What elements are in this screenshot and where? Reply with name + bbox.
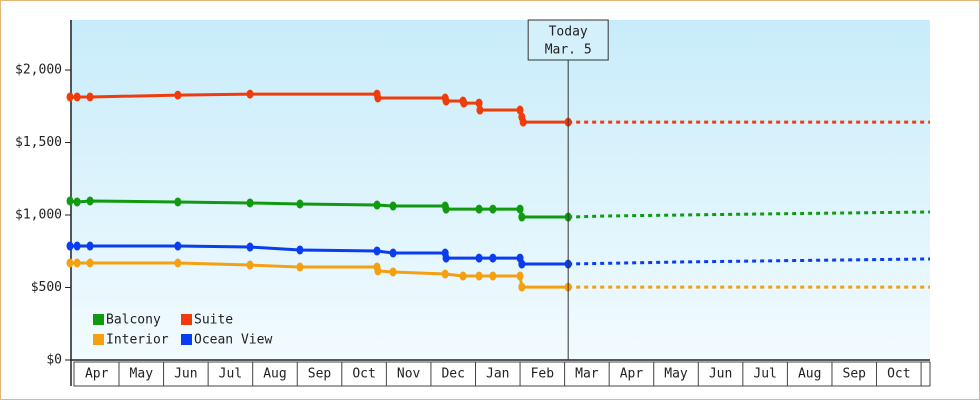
point [489, 253, 497, 263]
point [174, 241, 182, 251]
point [516, 204, 524, 214]
point [489, 271, 497, 281]
x-tick-label: Sep [843, 367, 867, 382]
point [476, 105, 484, 115]
x-tick-label: Oct [887, 367, 910, 382]
legend-swatch [181, 334, 192, 345]
point [73, 241, 81, 251]
y-tick-label: $1,000 [15, 208, 62, 223]
point [73, 197, 81, 207]
point [518, 282, 526, 292]
x-tick-label: Jun [709, 367, 732, 382]
x-tick-label: Jul [753, 367, 776, 382]
point [86, 92, 94, 102]
plot-area [70, 20, 930, 360]
point [441, 269, 449, 279]
point [442, 96, 450, 106]
point [86, 241, 94, 251]
point [489, 204, 497, 214]
point [246, 242, 254, 252]
point [73, 258, 81, 268]
y-tick-label: $2,000 [15, 63, 62, 78]
x-tick-label: May [664, 367, 688, 382]
y-tick-label: $500 [31, 280, 62, 295]
point [66, 196, 74, 206]
x-tick-label: Apr [620, 367, 644, 382]
x-tick-label: Dec [441, 367, 464, 382]
point [516, 105, 524, 115]
point [518, 259, 526, 269]
today-box [527, 19, 609, 61]
point [373, 200, 381, 210]
x-tick-label: Apr [85, 367, 109, 382]
point [389, 267, 397, 277]
point [475, 98, 483, 108]
point [174, 197, 182, 207]
x-tick-label: Oct [352, 367, 375, 382]
today-label: Mar. 5 [545, 43, 592, 58]
point [66, 241, 74, 251]
point [66, 92, 74, 102]
x-tick-label: Jul [219, 367, 242, 382]
x-tick-label: May [130, 367, 154, 382]
history-line [70, 261, 569, 289]
legend-label: Balcony [106, 313, 161, 328]
point [475, 204, 483, 214]
point [246, 89, 254, 99]
y-tick-label: $1,500 [15, 135, 62, 150]
legend-swatch [93, 334, 104, 345]
today-label: Today [549, 25, 588, 40]
point [86, 258, 94, 268]
x-tick-label: Nov [397, 367, 421, 382]
y-tick-label: $0 [46, 353, 62, 368]
point [374, 93, 382, 103]
point [389, 248, 397, 258]
x-tick-label: Mar [575, 367, 599, 382]
point [475, 271, 483, 281]
forecast-line [568, 210, 931, 219]
point [373, 246, 381, 256]
point [174, 258, 182, 268]
legend-label: Interior [106, 333, 169, 348]
legend-swatch [181, 314, 192, 325]
point [518, 212, 526, 222]
point [519, 117, 527, 127]
point [296, 199, 304, 209]
legend-label: Suite [194, 313, 233, 328]
point [442, 253, 450, 263]
x-tick-label: Feb [531, 367, 555, 382]
x-tick-label: Jan [486, 367, 509, 382]
point [66, 258, 74, 268]
x-tick-label: Sep [308, 367, 332, 382]
point [389, 201, 397, 211]
point [460, 98, 468, 108]
x-tick-label: Jun [174, 367, 197, 382]
legend-label: Ocean View [194, 333, 272, 348]
legend-swatch [93, 314, 104, 325]
point [246, 260, 254, 270]
point [296, 245, 304, 255]
point [374, 266, 382, 276]
point [475, 253, 483, 263]
point [246, 198, 254, 208]
x-tick-label: Aug [263, 367, 286, 382]
point [442, 204, 450, 214]
point [516, 271, 524, 281]
point [73, 92, 81, 102]
point [296, 262, 304, 272]
point [86, 196, 94, 206]
x-tick-label: Aug [798, 367, 821, 382]
point [174, 90, 182, 100]
point [459, 271, 467, 281]
